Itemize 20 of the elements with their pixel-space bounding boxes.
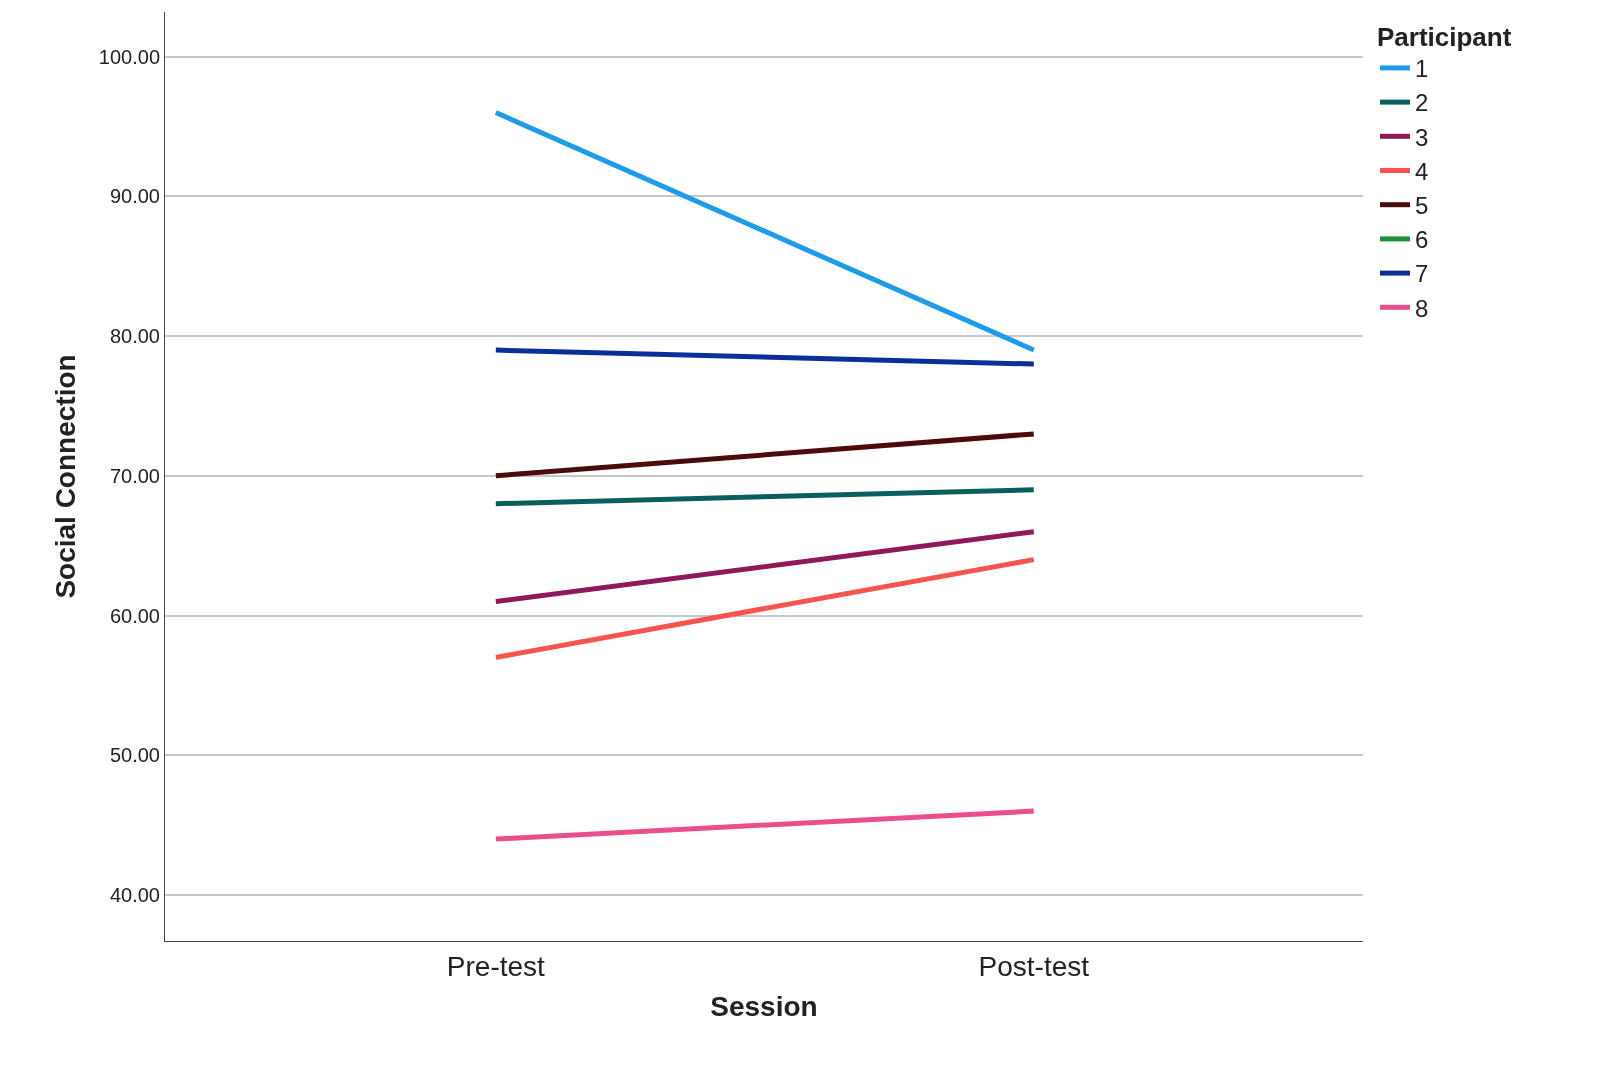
legend-title: Participant xyxy=(1376,21,1512,52)
y-tick-label: 80.00 xyxy=(109,325,160,348)
y-tick-label: 100.00 xyxy=(98,45,160,68)
y-tick-label: 70.00 xyxy=(109,464,160,487)
y-tick-label: 90.00 xyxy=(109,185,160,208)
x-axis-title: Session xyxy=(710,990,818,1022)
legend-label: 2 xyxy=(1414,89,1429,117)
y-tick-label: 60.00 xyxy=(109,604,160,627)
legend-label: 7 xyxy=(1414,260,1429,288)
y-tick-label: 40.00 xyxy=(109,883,160,906)
legend-label: 6 xyxy=(1414,226,1429,254)
legend-label: 8 xyxy=(1414,294,1429,322)
y-axis-title: Social Connection xyxy=(49,354,81,599)
legend-label: 3 xyxy=(1414,123,1429,151)
legend-label: 1 xyxy=(1414,55,1429,83)
y-tick-label: 50.00 xyxy=(109,744,160,767)
legend-label: 5 xyxy=(1414,192,1429,220)
x-tick-label: Post-test xyxy=(978,950,1090,982)
legend-label: 4 xyxy=(1414,157,1429,185)
x-tick-label: Pre-test xyxy=(446,950,546,982)
